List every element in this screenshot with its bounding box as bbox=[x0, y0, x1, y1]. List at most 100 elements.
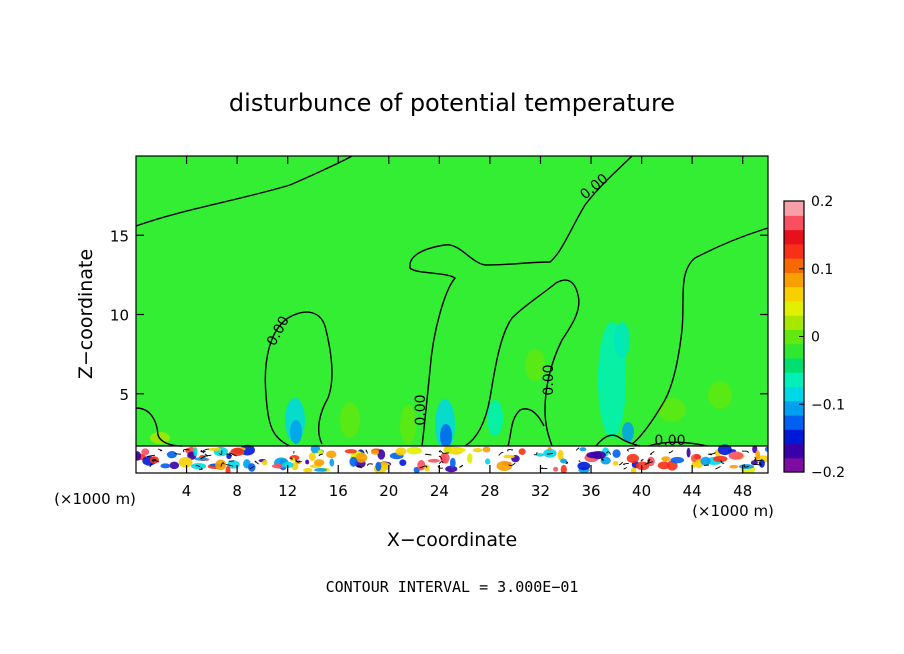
turbulence-patch bbox=[314, 468, 328, 472]
turbulence-patch bbox=[349, 456, 358, 467]
colorbar-tick-label: −0.1 bbox=[811, 397, 845, 413]
turbulence-patch bbox=[225, 465, 231, 473]
turbulence-patch bbox=[553, 466, 559, 472]
colorbar bbox=[784, 201, 804, 473]
colorbar-swatch bbox=[784, 315, 804, 330]
turbulence-patch bbox=[467, 453, 473, 464]
contour-label: 0.00 bbox=[541, 364, 557, 395]
contour-interval-note: CONTOUR INTERVAL = 3.000E−01 bbox=[326, 578, 579, 596]
turbulence-patch bbox=[670, 456, 685, 464]
colorbar-swatch bbox=[784, 258, 804, 273]
contour-line bbox=[507, 408, 545, 447]
turbulence-patch bbox=[693, 454, 701, 460]
turbulence-patch bbox=[440, 452, 450, 464]
turbulence-patch bbox=[136, 451, 142, 461]
contour-label: 0.00 bbox=[654, 433, 685, 449]
turbulence-patch bbox=[661, 456, 671, 462]
x-tick-label: 16 bbox=[329, 482, 348, 500]
field-blob bbox=[658, 398, 686, 422]
colorbar-swatch bbox=[784, 215, 804, 231]
colorbar-swatch bbox=[784, 300, 804, 316]
turbulence-patch bbox=[657, 461, 670, 470]
chart-title: disturbunce of potential temperature bbox=[229, 89, 675, 117]
contour-line bbox=[464, 279, 580, 447]
colorbar-swatch bbox=[784, 243, 804, 259]
colorbar-swatch bbox=[784, 457, 804, 473]
turbulence-patch bbox=[443, 445, 455, 454]
turbulence-patch bbox=[630, 467, 637, 473]
turbulence-patch bbox=[160, 463, 171, 469]
x-tick-label: 4 bbox=[182, 482, 192, 500]
turbulence-patch bbox=[310, 444, 321, 454]
boundary-layer-strip bbox=[136, 444, 768, 473]
turbulence-patch bbox=[472, 448, 483, 453]
x-axis-label: X−coordinate bbox=[387, 529, 517, 551]
field-features bbox=[150, 322, 732, 451]
field-blob bbox=[400, 405, 416, 445]
turbulence-patch bbox=[738, 464, 755, 469]
y-axis-label: Z−coordinate bbox=[75, 249, 97, 379]
turbulence-patch bbox=[560, 458, 567, 464]
turbulence-patch bbox=[456, 447, 466, 453]
turbulence-patch bbox=[543, 448, 557, 458]
turbulence-patch bbox=[518, 448, 526, 456]
turbulence-patch bbox=[262, 459, 268, 466]
turbulence-patch bbox=[193, 447, 198, 457]
colorbar-swatch bbox=[784, 229, 804, 245]
x-axis-unit: (×1000 m) bbox=[692, 502, 774, 520]
field-blob bbox=[290, 420, 302, 444]
turbulence-patch bbox=[370, 449, 380, 455]
turbulence-patch bbox=[313, 459, 325, 467]
turbulence-patch bbox=[717, 444, 732, 456]
contour-line bbox=[264, 311, 333, 447]
x-axis-ticks: 4 8 12 16 20 24 28 32 36 40 44 48 bbox=[182, 156, 752, 500]
x-tick-label: 28 bbox=[480, 482, 499, 500]
turbulence-patch bbox=[406, 446, 423, 455]
colorbar-tick-label: 0.2 bbox=[811, 194, 833, 210]
contour-line bbox=[647, 441, 709, 447]
turbulence-patch bbox=[417, 460, 426, 471]
turbulence-patch bbox=[729, 464, 739, 469]
turbulence-patch bbox=[344, 449, 357, 454]
turbulence-patch bbox=[764, 446, 768, 452]
colorbar-swatch bbox=[784, 386, 804, 402]
turbulence-patch bbox=[449, 457, 456, 469]
colorbar-ticks: 0.2 0.1 0 −0.1 −0.2 bbox=[799, 194, 845, 481]
colorbar-swatch bbox=[784, 372, 804, 388]
turbulence-patch bbox=[305, 459, 310, 465]
turbulence-patch bbox=[755, 450, 761, 460]
turbulence-patch bbox=[713, 455, 728, 463]
colorbar-tick-label: 0 bbox=[811, 330, 820, 346]
colorbar-swatch bbox=[784, 343, 804, 359]
turbulence-patch bbox=[612, 449, 621, 458]
colorbar-swatch bbox=[784, 201, 804, 216]
turbulence-patch bbox=[626, 453, 640, 463]
turbulence-patch bbox=[329, 458, 335, 467]
turbulence-patch bbox=[424, 464, 430, 472]
turbulence-patch bbox=[759, 459, 765, 468]
field-blob bbox=[614, 322, 630, 358]
x-tick-label: 40 bbox=[632, 482, 651, 500]
turbulence-patch bbox=[281, 461, 294, 468]
turbulence-patch bbox=[577, 461, 591, 471]
turbulence-patch bbox=[230, 447, 245, 457]
turbulence-patch bbox=[375, 461, 382, 472]
field-blob bbox=[708, 381, 732, 409]
zero-contours bbox=[136, 156, 768, 447]
turbulence-patch bbox=[303, 467, 313, 473]
contour-line bbox=[136, 407, 183, 447]
turbulence-patch bbox=[377, 449, 386, 460]
colorbar-swatch bbox=[784, 414, 804, 430]
turbulence-patch bbox=[503, 454, 515, 459]
plot-area: 0.000.000.000.000.00 bbox=[136, 156, 768, 473]
colorbar-swatch bbox=[784, 286, 804, 302]
turbulence-patch bbox=[612, 460, 619, 466]
field-blob bbox=[622, 422, 634, 442]
turbulence-patch bbox=[647, 456, 655, 467]
turbulence-patch bbox=[215, 459, 227, 471]
turbulence-patch bbox=[355, 452, 368, 463]
turbulence-patch bbox=[752, 445, 758, 454]
x-tick-label: 36 bbox=[581, 482, 600, 500]
y-tick-label: 10 bbox=[110, 307, 129, 325]
